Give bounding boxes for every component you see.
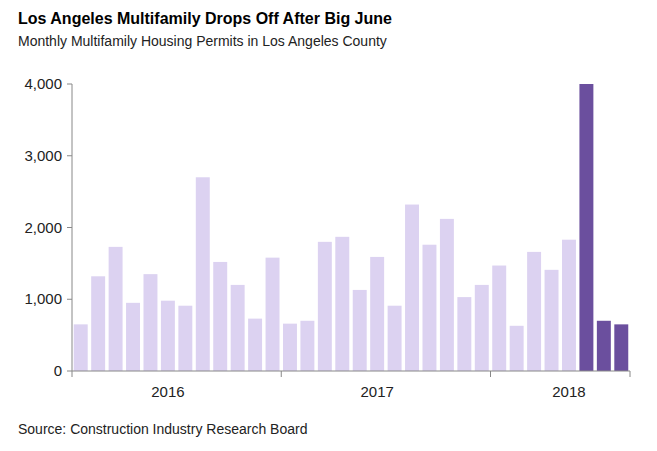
bar xyxy=(614,324,628,371)
bar xyxy=(492,266,506,371)
bar xyxy=(370,257,384,371)
bar xyxy=(353,290,367,371)
x-separator xyxy=(281,371,282,377)
x-separator xyxy=(72,371,73,377)
bar xyxy=(527,252,541,371)
source: Source: Construction Industry Research B… xyxy=(18,421,307,437)
y-tick xyxy=(67,299,72,300)
bar xyxy=(143,274,157,371)
x-separator xyxy=(490,371,491,377)
bar xyxy=(91,276,105,371)
bar xyxy=(283,324,297,371)
y-tick-label: 2,000 xyxy=(24,219,62,236)
bars xyxy=(74,84,629,371)
x-separator xyxy=(630,371,631,377)
bar xyxy=(178,306,192,371)
y-tick-label: 1,000 xyxy=(24,290,62,307)
bar xyxy=(266,258,280,371)
y-tick xyxy=(67,227,72,228)
title: Los Angeles Multifamily Drops Off After … xyxy=(18,10,392,27)
y-tick xyxy=(67,371,72,372)
bar xyxy=(318,242,332,371)
y-tick-label: 0 xyxy=(54,362,62,379)
bar xyxy=(422,245,436,371)
bar xyxy=(335,237,349,371)
y-tick-label: 4,000 xyxy=(24,75,62,92)
bar xyxy=(248,319,262,371)
bar xyxy=(475,285,489,371)
bar xyxy=(74,324,88,371)
bar xyxy=(161,301,175,371)
bar xyxy=(597,321,611,371)
bar xyxy=(231,285,245,371)
bar xyxy=(562,240,576,371)
y-tick-label: 3,000 xyxy=(24,147,62,164)
y-tick xyxy=(67,84,72,85)
x-tick-label: 2016 xyxy=(151,383,184,400)
bar xyxy=(196,177,210,371)
bar xyxy=(213,262,227,371)
chart: Los Angeles Multifamily Drops Off After … xyxy=(0,0,657,451)
bar xyxy=(510,326,524,371)
bar xyxy=(440,219,454,371)
x-tick-label: 2017 xyxy=(360,383,393,400)
bar xyxy=(457,297,471,371)
bar xyxy=(579,84,593,371)
bar xyxy=(388,306,402,371)
bar xyxy=(545,270,559,371)
x-axis xyxy=(72,371,630,372)
bar xyxy=(109,247,123,371)
y-tick xyxy=(67,155,72,156)
y-axis xyxy=(72,84,73,371)
subtitle: Monthly Multifamily Housing Permits in L… xyxy=(18,33,387,49)
bar xyxy=(126,303,140,371)
bar xyxy=(405,205,419,371)
bar xyxy=(300,321,314,371)
x-tick-label: 2018 xyxy=(552,383,585,400)
